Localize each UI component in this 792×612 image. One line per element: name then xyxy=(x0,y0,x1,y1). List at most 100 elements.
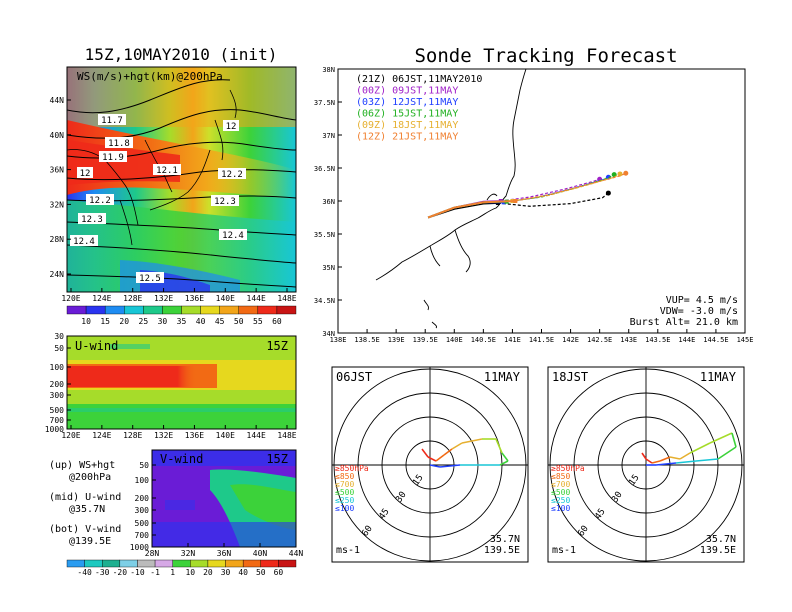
v-panel-label: V-wind xyxy=(160,452,203,466)
burst-marker xyxy=(513,199,518,203)
legend-entry: (00Z) 09JST,11MAY xyxy=(356,86,458,97)
caption-mid: (mid) U-wind xyxy=(49,492,121,503)
contour-label-box xyxy=(70,235,98,246)
hodograph-segment xyxy=(499,460,509,466)
colorbar-swatch xyxy=(85,305,106,315)
pressure-legend-entry: ≤250 xyxy=(335,496,354,505)
map-x-tick-label: 143E xyxy=(620,336,637,344)
colorbar-tick-label: 60 xyxy=(272,317,282,326)
contour-label-box xyxy=(218,168,246,179)
hodograph-segment xyxy=(435,454,445,462)
hodograph-segment xyxy=(641,452,647,460)
colorbar-tick-label: 55 xyxy=(253,317,263,326)
pressure-legend-entry: ≤500 xyxy=(551,488,570,497)
contour-label-box xyxy=(211,195,239,206)
track-legend: (21Z) 06JST,11MAY2010(00Z) 09JST,11MAY(0… xyxy=(356,74,482,143)
v-colorbar-tick-label: -40 xyxy=(77,568,92,577)
track-descent xyxy=(497,192,609,207)
contour-label: 11.7 xyxy=(101,116,123,126)
legend-entry: (21Z) 06JST,11MAY2010 xyxy=(356,74,482,85)
caption-up-level: @200hPa xyxy=(69,472,111,483)
contour-label: 12.3 xyxy=(214,197,236,207)
v-colorbar-swatch xyxy=(278,559,297,568)
v-colorbar-swatch xyxy=(207,559,226,568)
ws-x-ticks: 120E 124E 128E 132E 136E 140E 144E 148E xyxy=(61,288,297,303)
ws-y-tick-label: 32N xyxy=(50,200,65,209)
ws-y-tick-label: 44N xyxy=(50,96,65,105)
map-x-tick-label: 140.5E xyxy=(471,336,496,344)
v-y-tick-label: 1000 xyxy=(130,543,149,552)
colorbar-swatch xyxy=(143,305,163,315)
map-x-tick-label: 143.5E xyxy=(645,336,670,344)
ws-y-tick-label: 40N xyxy=(50,131,65,140)
v-colorbar-tick-label: -30 xyxy=(95,568,110,577)
hodograph-segment xyxy=(679,452,691,460)
contour-label: 12.5 xyxy=(139,274,161,284)
hodograph-segment xyxy=(645,458,653,464)
polar-lon-18jst: 139.5E xyxy=(700,545,736,556)
v-y-tick-label: 200 xyxy=(135,494,150,503)
contour-labels: 11.7 11.8 11.9 12 12 12.1 12.2 12.2 12.3 12.3 12.4… xyxy=(70,114,247,284)
pressure-legend-entry: ≤700 xyxy=(551,480,570,489)
v-colorbar-tick-label: 20 xyxy=(203,568,213,577)
ws-panel-label: WS(m/s)+hgt(km)@200hPa xyxy=(77,70,223,83)
map-y-tick-label: 36.5N xyxy=(314,165,335,173)
pressure-legend-entry: ≥850hPa xyxy=(335,464,369,473)
contour-label-box xyxy=(219,229,247,240)
v-y-ticks: 50 100 200 300 500 700 1000 xyxy=(130,461,156,552)
v-colorbar-swatch xyxy=(137,559,156,568)
hodograph-segment xyxy=(689,442,711,454)
pressure-legend-entry: ≤250 xyxy=(551,496,570,505)
landing-marker xyxy=(617,171,623,177)
u-y-tick-label: 1000 xyxy=(45,425,64,434)
u-x-tick-label: 148E xyxy=(277,431,296,440)
map-x-tick-label: 142.5E xyxy=(587,336,612,344)
u-time-label: 15Z xyxy=(266,339,288,353)
colorbar-tick-label: 25 xyxy=(139,317,149,326)
ws-hgt-panel: WS(m/s)+hgt(km)@200hPa 11.711.811.912121… xyxy=(50,66,297,326)
contour-label-box xyxy=(98,114,126,125)
contour-label-box xyxy=(99,151,127,162)
v-colorbar-swatch xyxy=(119,559,138,568)
pressure-legend-entry: ≥850hPa xyxy=(551,464,585,473)
hodograph-segment xyxy=(461,438,483,444)
contour-label: 12.1 xyxy=(156,166,178,176)
vup-label: VUP= 4.5 m/s xyxy=(666,295,738,306)
landing-marker xyxy=(623,170,629,176)
map-x-tick-label: 141E xyxy=(504,336,521,344)
polar-date-06jst: 11MAY xyxy=(484,370,521,384)
v-colorbar: -40 -30 -20 -10 -1 1 10 20 30 40 50 60 xyxy=(66,559,297,577)
contour-label-box xyxy=(223,120,239,131)
map-y-tick-label: 38N xyxy=(322,66,335,74)
polar-legend-06jst: ≥850hPa≤850≤700≤500≤250≤100 xyxy=(335,464,369,513)
coastlines xyxy=(67,89,237,246)
map-x-ticks: 138E 138.5E 139E 139.5E 140E 140.5E 141E 141.5E… xyxy=(330,329,753,344)
v-time-label: 15Z xyxy=(266,452,288,466)
map-y-ticks: 34N 34.5N 35N 35.5N 36N 36.5N 37N 37.5N 38N xyxy=(314,66,342,338)
v-x-tick-label: 28N xyxy=(145,549,160,558)
track-descent xyxy=(515,172,627,202)
polar-date-18jst: 11MAY xyxy=(700,370,737,384)
v-x-tick-label: 40N xyxy=(253,549,268,558)
pressure-legend-entry: ≤850 xyxy=(335,472,354,481)
contour-label-box xyxy=(136,272,164,283)
left-title: 15Z,10MAY2010 (init) xyxy=(85,45,278,64)
colorbar-swatch xyxy=(162,305,182,315)
ws-x-tick-label: 128E xyxy=(123,294,142,303)
v-y-tick-label: 300 xyxy=(135,506,150,515)
hodograph-segment xyxy=(427,456,437,462)
caption-mid-level: @35.7N xyxy=(69,504,105,515)
hodograph-segment xyxy=(439,464,461,468)
v-colorbar-tick-label: 10 xyxy=(185,568,195,577)
polar-unit-18jst: ms-1 xyxy=(552,545,576,556)
u-x-tick-label: 120E xyxy=(61,431,80,440)
ws-colorbar: 10 15 20 25 30 35 40 45 50 55 60 xyxy=(66,305,297,326)
right-title: Sonde Tracking Forecast xyxy=(414,45,677,67)
map-y-tick-label: 36N xyxy=(322,198,335,206)
u-panel-label: U-wind xyxy=(75,339,118,353)
colorbar-swatch xyxy=(276,305,297,315)
caption: (up) WS+hgt @200hPa (mid) U-wind @35.7N … xyxy=(49,460,121,547)
u-x-tick-label: 128E xyxy=(123,431,142,440)
